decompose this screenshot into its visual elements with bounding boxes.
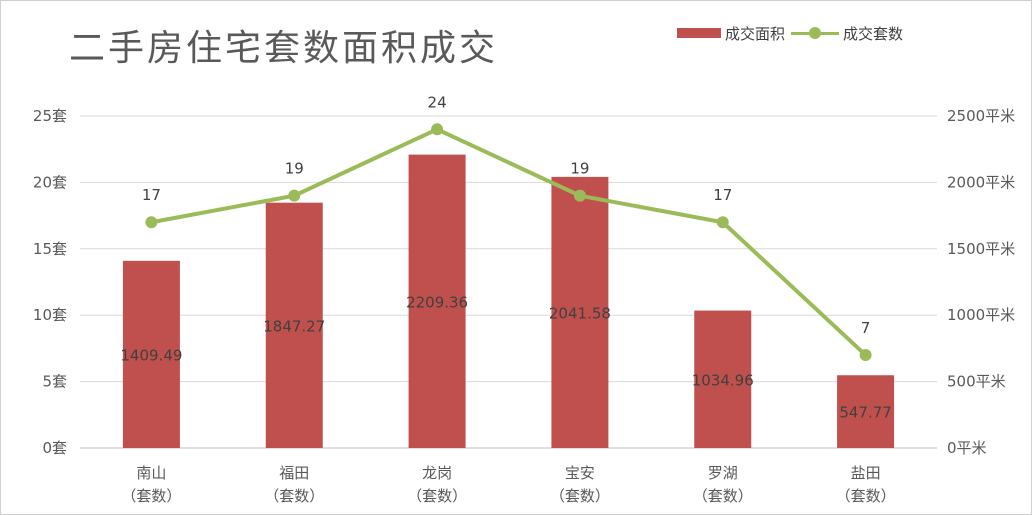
y-right-tick-label: 2000平米 <box>947 173 1015 191</box>
x-tick-label: 龙岗 <box>422 464 452 482</box>
line-point <box>288 189 301 202</box>
bar-mark <box>694 310 752 448</box>
y-right-tick-label: 1000平米 <box>947 306 1015 324</box>
line-point <box>573 189 586 202</box>
line-data-label: 7 <box>861 319 871 337</box>
line-data-label: 19 <box>570 160 589 178</box>
legend-item-area[interactable]: 成交面积 <box>677 23 785 44</box>
x-tick-label: 宝安 <box>565 464 595 482</box>
x-tick-label: 南山 <box>136 464 166 482</box>
legend-line-swatch <box>791 26 840 40</box>
bar-data-label: 547.77 <box>839 404 892 422</box>
chart-title: 二手房住宅套数面积成交 <box>69 28 499 69</box>
line-data-label: 24 <box>428 93 447 111</box>
x-tick-label: 福田 <box>279 464 309 482</box>
bar-data-label: 2209.36 <box>406 293 468 311</box>
y-right-tick-label: 2500平米 <box>947 107 1015 125</box>
bar-mark <box>837 375 895 448</box>
bar-mark <box>408 154 466 448</box>
x-tick-label: （套数） <box>121 487 181 505</box>
y-left-tick-label: 25套 <box>33 107 67 125</box>
x-tick-label: （套数） <box>264 487 324 505</box>
line-data-label: 19 <box>285 160 304 178</box>
legend-item-count[interactable]: 成交套数 <box>791 23 903 44</box>
y-left-tick-label: 5套 <box>42 373 67 391</box>
legend-label-count: 成交套数 <box>843 24 904 43</box>
line-data-label: 17 <box>142 186 161 204</box>
bar-data-label: 2041.58 <box>549 304 611 322</box>
bar-data-label: 1034.96 <box>692 371 754 389</box>
y-left-tick-label: 10套 <box>33 306 67 324</box>
line-point <box>716 216 729 229</box>
legend-label-area: 成交面积 <box>725 24 786 43</box>
y-right-tick-label: 1500平米 <box>947 240 1015 258</box>
x-tick-label: （套数） <box>836 487 896 505</box>
line-point <box>859 349 872 362</box>
y-right-tick-label: 500平米 <box>947 373 1006 391</box>
x-tick-label: （套数） <box>407 487 467 505</box>
bar-data-label: 1409.49 <box>120 346 182 364</box>
y-right-tick-label: 0平米 <box>947 439 987 457</box>
y-left-tick-label: 20套 <box>33 173 67 191</box>
line-series-path <box>151 127 867 357</box>
bar-mark <box>551 176 609 448</box>
bar-data-label: 1847.27 <box>263 317 325 335</box>
line-data-label: 17 <box>713 186 732 204</box>
x-tick-label: 盐田 <box>851 464 881 482</box>
line-point <box>431 123 444 136</box>
y-left-tick-label: 15套 <box>33 240 67 258</box>
x-tick-label: （套数） <box>550 487 610 505</box>
x-tick-label: （套数） <box>693 487 753 505</box>
line-point <box>145 216 158 229</box>
chart-legend: 成交面积 成交套数 <box>677 21 909 45</box>
y-left-tick-label: 0套 <box>42 439 67 457</box>
legend-bar-swatch <box>677 28 721 38</box>
x-tick-label: 罗湖 <box>708 464 738 482</box>
bar-mark <box>265 202 323 448</box>
bar-mark <box>122 260 180 448</box>
